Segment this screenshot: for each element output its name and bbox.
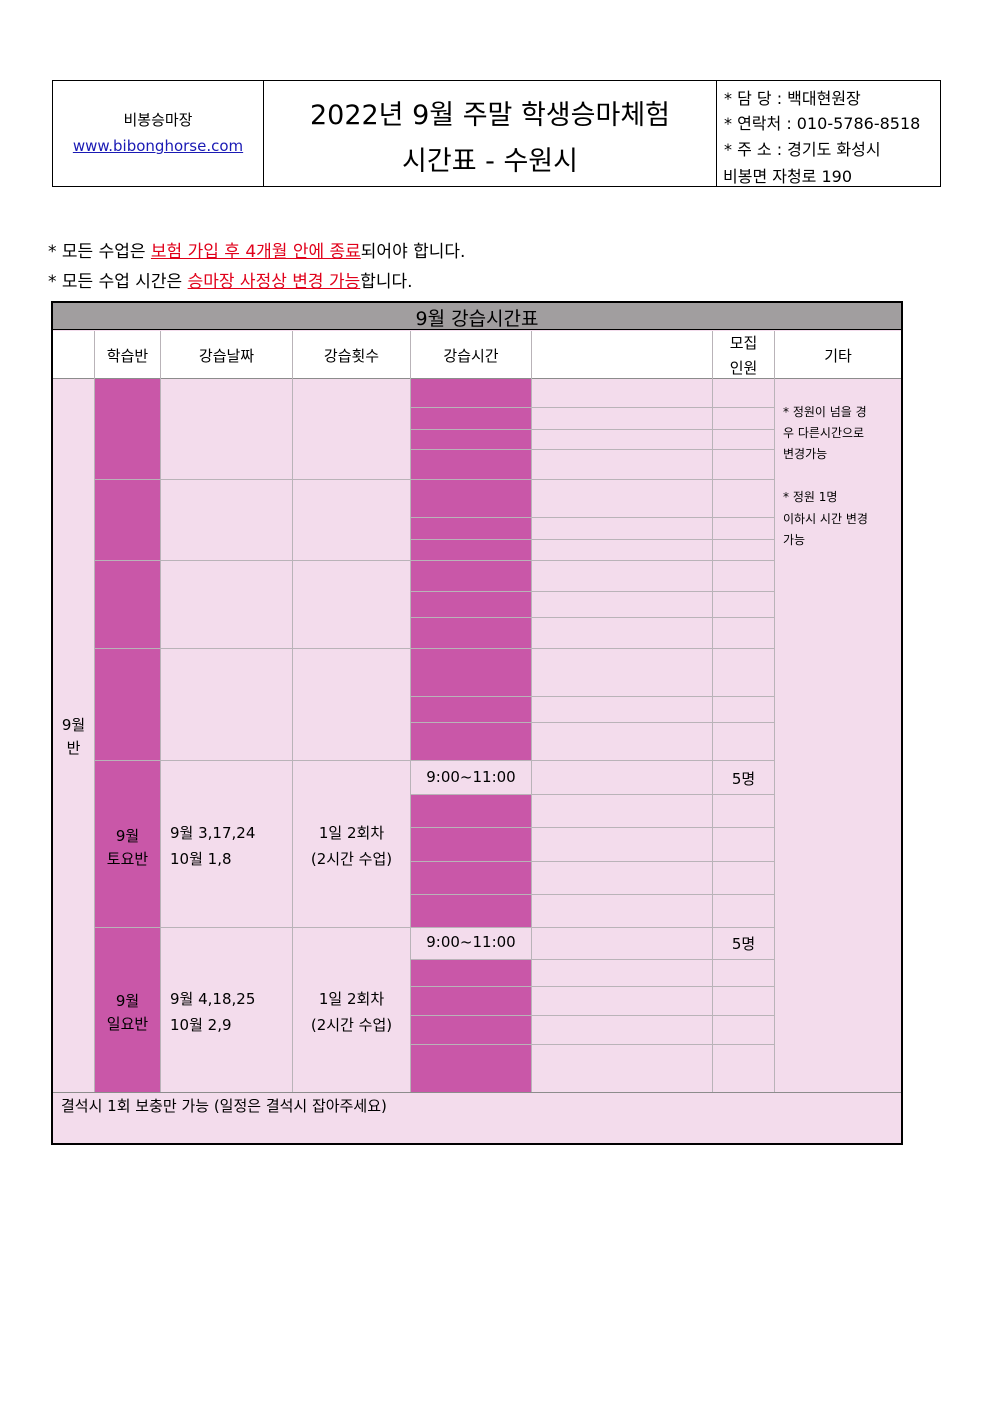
saturday-class-month: 9월 xyxy=(115,827,140,845)
remark-line: 우 다른시간으로 xyxy=(783,426,865,440)
remark-line: 변경가능 xyxy=(783,447,828,461)
row-divider xyxy=(411,696,775,697)
remark-line: 이하시 시간 변경 xyxy=(783,512,868,526)
sunday-capacity: 5명 xyxy=(731,935,756,953)
row-divider xyxy=(411,861,775,862)
row-divider xyxy=(411,760,775,761)
document-subtitle: 시간표 - 수원시 xyxy=(402,146,578,177)
saturday-sessions: 1일 2회차 xyxy=(318,824,385,842)
header-divider xyxy=(53,378,901,379)
row-divider xyxy=(411,591,775,592)
sunday-sessions: 1일 2회차 xyxy=(318,990,385,1008)
schedule-table: 9월 강습시간표 학습반 강습날짜 강습횟수 강습시간 모집 xyxy=(51,301,903,1145)
group-label-month: 9월 xyxy=(61,716,86,734)
row-divider xyxy=(411,539,775,540)
row-divider xyxy=(411,560,775,561)
row-divider xyxy=(411,1015,775,1016)
sunday-dates-september: 9월 4,18,25 xyxy=(170,990,256,1008)
col-header-sessions: 강습횟수 xyxy=(323,347,380,365)
remark-line: * 정원이 넘을 경 xyxy=(783,405,867,419)
block-divider xyxy=(95,560,412,561)
venue-name: 비봉승마장 xyxy=(123,111,193,129)
notice-change-highlight: 승마장 사정상 변경 가능 xyxy=(187,272,361,292)
remark-line: * 정원 1명 xyxy=(783,490,838,504)
group-label-class: 반 xyxy=(66,739,81,757)
contact-phone: * 연락처 : 010-5786-8518 xyxy=(724,114,921,133)
col-header-capacity-line2: 인원 xyxy=(729,359,758,377)
col-header-class: 학습반 xyxy=(106,347,149,365)
notice-insurance-suffix: 되어야 합니다. xyxy=(360,242,466,262)
row-divider xyxy=(411,722,775,723)
sunday-duration: (2시간 수업) xyxy=(310,1016,393,1034)
notice-insurance: * 모든 수업은 보험 가입 후 4개월 안에 종료되어야 합니다. xyxy=(48,237,465,262)
row-divider xyxy=(411,1044,775,1045)
grid-vline xyxy=(94,331,95,1092)
row-divider xyxy=(411,617,775,618)
title-cell: 2022년 9월 주말 학생승마체험 시간표 - 수원시 xyxy=(264,81,717,186)
row-divider xyxy=(411,407,775,408)
row-divider xyxy=(411,648,775,649)
notice-schedule-change: * 모든 수업 시간은 승마장 사정상 변경 가능합니다. xyxy=(48,267,413,292)
saturday-duration: (2시간 수업) xyxy=(310,850,393,868)
venue-cell: 비봉승마장 www.bibonghorse.com xyxy=(53,81,264,186)
sunday-class-month: 9월 xyxy=(115,992,140,1010)
row-divider xyxy=(411,959,775,960)
col-header-time: 강습시간 xyxy=(443,347,499,365)
grid-vline xyxy=(410,331,411,1092)
remark-line: 가능 xyxy=(783,533,806,547)
grid-vline xyxy=(531,331,532,1092)
sunday-class-name: 일요반 xyxy=(106,1015,149,1033)
time-column-block-sunday xyxy=(411,959,531,1092)
col-header-remarks: 기타 xyxy=(824,347,852,365)
saturday-dates-october: 10월 1,8 xyxy=(170,850,232,868)
saturday-class-name: 토요반 xyxy=(106,850,149,868)
block-divider xyxy=(95,927,412,928)
footer-divider xyxy=(53,1092,901,1093)
saturday-dates-september: 9월 3,17,24 xyxy=(170,824,256,842)
sunday-dates-october: 10월 2,9 xyxy=(170,1016,232,1034)
row-divider xyxy=(411,449,775,450)
notice-insurance-prefix: * 모든 수업은 xyxy=(48,242,151,262)
contact-manager: * 담 당 : 백대현원장 xyxy=(724,89,861,108)
website-link[interactable]: www.bibonghorse.com xyxy=(72,137,244,155)
grid-vline xyxy=(712,331,713,1092)
block-divider xyxy=(95,479,412,480)
grid-vline xyxy=(292,331,293,1092)
header-box: 비봉승마장 www.bibonghorse.com 2022년 9월 주말 학생… xyxy=(52,80,941,187)
makeup-class-note: 결석시 1회 보충만 가능 (일정은 결석시 잡아주세요) xyxy=(61,1097,387,1115)
column-header-row xyxy=(53,331,901,378)
grid-vline xyxy=(160,331,161,1092)
sunday-time: 9:00~11:00 xyxy=(426,933,516,951)
contact-address: * 주 소 : 경기도 화성시 xyxy=(724,140,881,159)
saturday-time: 9:00~11:00 xyxy=(426,768,516,786)
saturday-capacity: 5명 xyxy=(731,770,756,788)
grid-vline xyxy=(774,331,775,1092)
row-divider xyxy=(411,794,775,795)
row-divider xyxy=(411,827,775,828)
col-header-date: 강습날짜 xyxy=(198,347,255,365)
row-divider xyxy=(411,894,775,895)
row-divider xyxy=(411,517,775,518)
row-divider xyxy=(411,986,775,987)
schedule-title: 9월 강습시간표 xyxy=(415,308,539,330)
block-divider xyxy=(95,648,412,649)
notice-change-suffix: 합니다. xyxy=(360,272,413,292)
notice-change-prefix: * 모든 수업 시간은 xyxy=(48,272,188,292)
document-title: 2022년 9월 주말 학생승마체험 xyxy=(309,100,671,131)
schedule-title-bar: 9월 강습시간표 xyxy=(53,303,901,330)
contact-address-line2: 비봉면 자청로 190 xyxy=(723,167,853,186)
class-column-block xyxy=(95,379,160,1092)
row-divider xyxy=(411,479,775,480)
block-divider xyxy=(95,760,412,761)
row-divider xyxy=(411,927,775,928)
col-header-capacity-line1: 모집 xyxy=(729,334,758,352)
time-column-block-upper xyxy=(411,379,531,761)
notice-insurance-highlight: 보험 가입 후 4개월 안에 종료 xyxy=(150,242,361,262)
row-divider xyxy=(411,429,775,430)
contact-cell: * 담 당 : 백대현원장 * 연락처 : 010-5786-8518 * 주 … xyxy=(717,81,940,186)
